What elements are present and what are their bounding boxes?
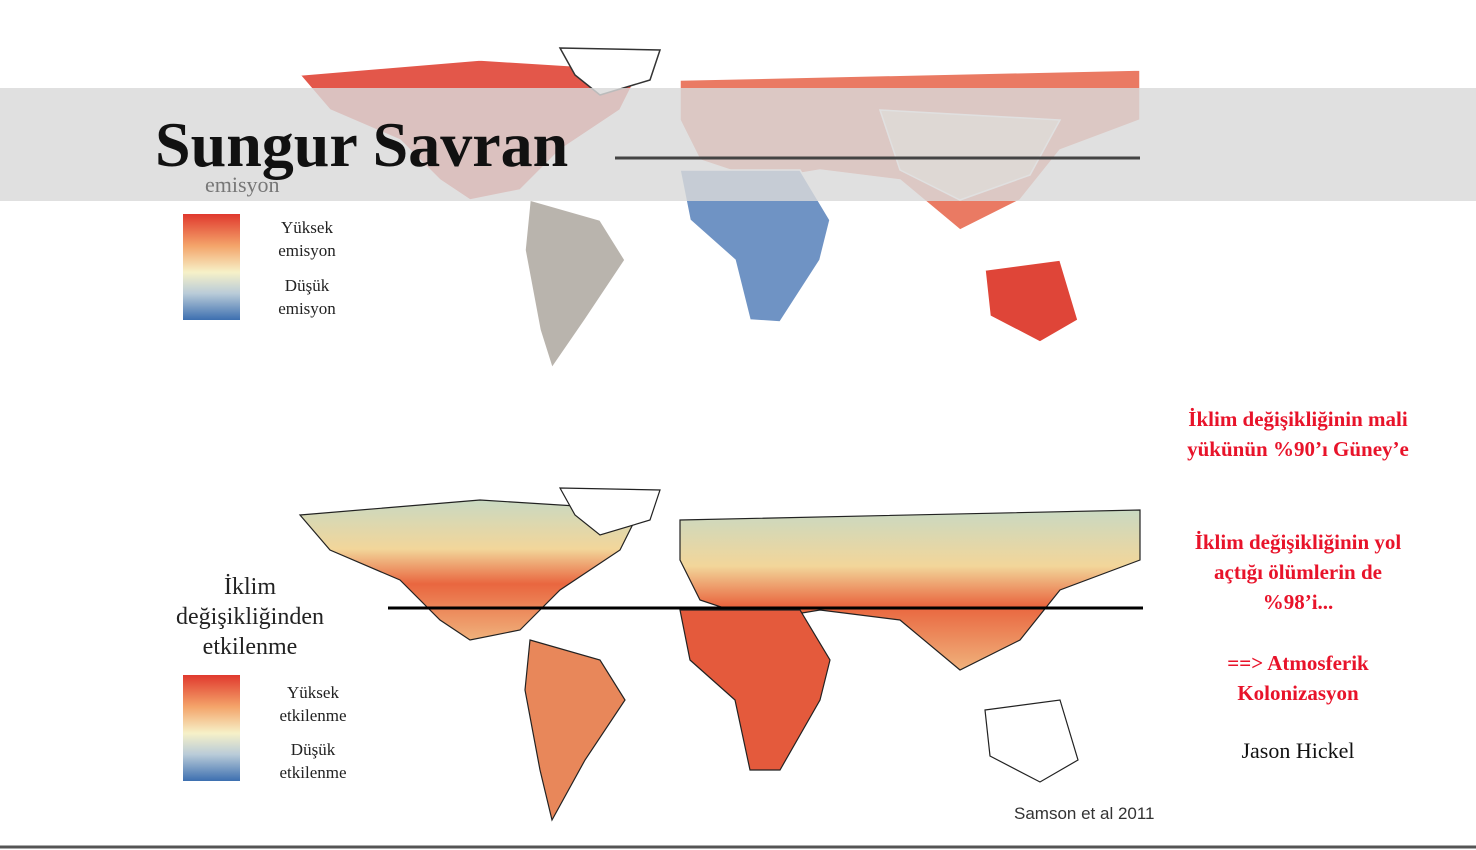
text-line: etkilenme <box>279 763 347 782</box>
legend-label: Düşük emisyon <box>262 274 352 320</box>
map-caption: emisyon <box>205 172 280 197</box>
map-caption: İklim değişikliğinden etkilenme <box>176 574 324 660</box>
note: İklim değişikliğinin yol açtığı ölümlerin… <box>1148 527 1448 617</box>
text-line: Yüksek <box>281 218 333 237</box>
source: Samson et al 2011 <box>1014 804 1155 823</box>
legend-label: Düşük etkilenme <box>268 738 358 784</box>
legend-label: Yüksek emisyon <box>262 216 352 262</box>
text-line: Düşük <box>290 740 336 759</box>
author: Jason Hickel <box>1241 738 1355 763</box>
text-line: etkilenme <box>279 706 347 725</box>
text-line: emisyon <box>278 299 336 318</box>
text-line: Düşük <box>284 276 330 295</box>
text-line: Yüksek <box>287 683 339 702</box>
text-line: ==> Atmosferik <box>1227 651 1369 675</box>
text-line: Kolonizasyon <box>1237 681 1359 705</box>
text-line: yükünün %90’ı Güney’e <box>1187 437 1409 461</box>
title-banner <box>0 88 1476 201</box>
impact-map <box>183 487 1141 822</box>
text-line: İklim değişikliğinin mali <box>1188 407 1408 431</box>
legend-label: Yüksek etkilenme <box>268 681 358 727</box>
text-line: açtığı ölümlerin de <box>1214 560 1382 584</box>
note: ==> Atmosferik Kolonizasyon <box>1148 648 1448 708</box>
text-line: İklim değişikliğinin yol <box>1194 530 1402 554</box>
note: İklim değişikliğinin mali yükünün %90’ı G… <box>1148 404 1448 464</box>
text-line: %98’i... <box>1262 590 1334 614</box>
title: Sungur Savran <box>155 109 569 180</box>
text-line: emisyon <box>278 241 336 260</box>
